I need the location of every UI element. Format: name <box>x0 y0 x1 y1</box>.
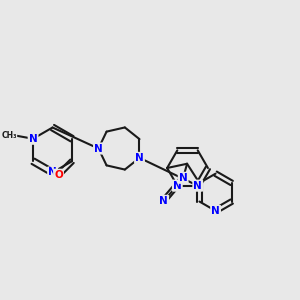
Text: N: N <box>159 196 168 206</box>
Text: N: N <box>48 167 57 178</box>
Text: CH₃: CH₃ <box>1 131 17 140</box>
Text: N: N <box>211 206 220 216</box>
Text: N: N <box>135 153 144 163</box>
Text: O: O <box>54 170 63 180</box>
Text: N: N <box>94 143 103 154</box>
Text: N: N <box>173 181 182 191</box>
Text: N: N <box>193 181 202 191</box>
Text: N: N <box>179 173 188 183</box>
Text: N: N <box>29 134 38 144</box>
